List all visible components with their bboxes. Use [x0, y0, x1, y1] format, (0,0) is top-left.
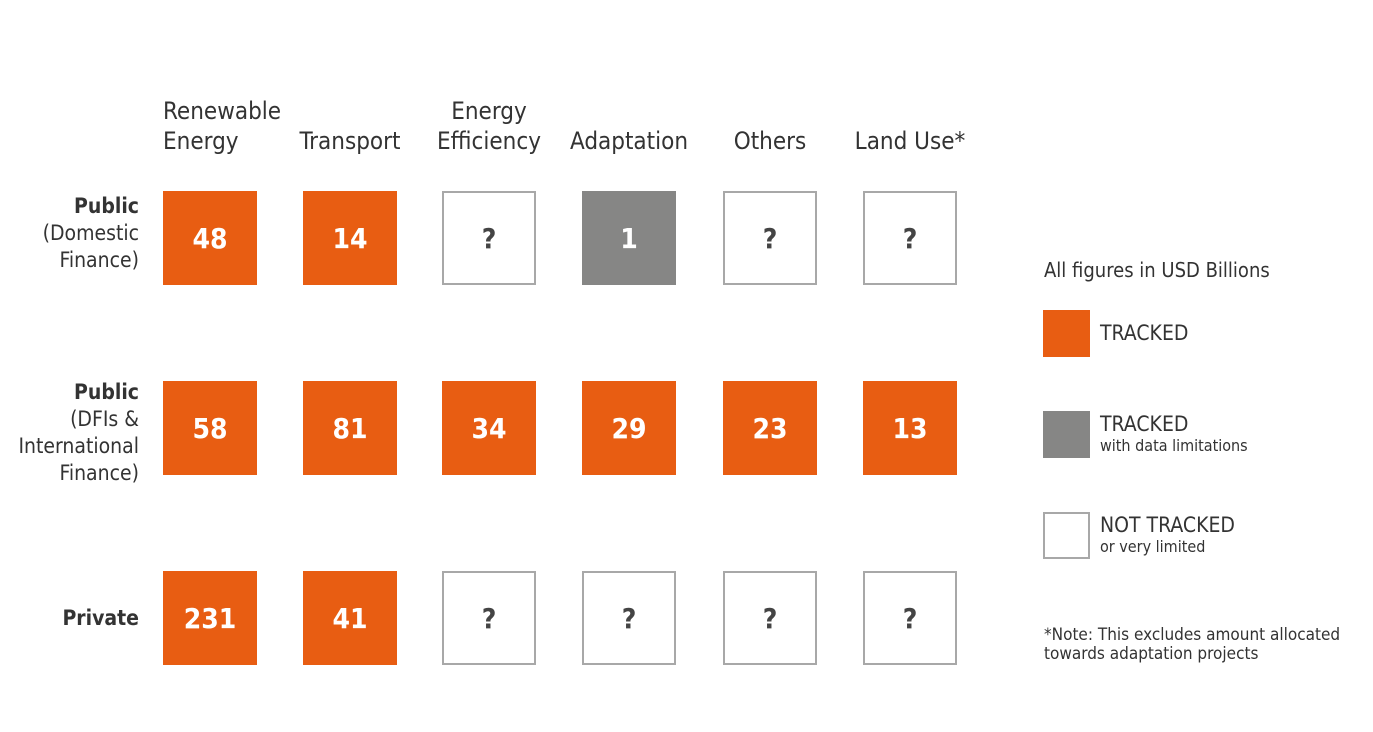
cell-not_tracked: ?	[582, 571, 676, 665]
legend-label-main: TRACKED	[1100, 321, 1189, 345]
row-label-subtitle: Finance)	[59, 461, 139, 485]
legend-label: TRACKED with data limitations	[1100, 412, 1248, 456]
cell-limited: 1	[582, 191, 676, 285]
row-label-title: Public	[74, 380, 139, 404]
column-header-line: Others	[733, 127, 807, 155]
legend-swatch-not_tracked	[1043, 512, 1090, 559]
row-label-subtitle: (Domestic	[42, 221, 139, 245]
legend-label-main: TRACKED	[1100, 412, 1189, 436]
column-header: Transport	[280, 92, 420, 156]
cell-not_tracked: ?	[442, 191, 536, 285]
legend-swatch-tracked	[1043, 310, 1090, 357]
cell-tracked: 231	[163, 571, 257, 665]
cell-not_tracked: ?	[863, 191, 957, 285]
column-header: Others	[700, 92, 840, 156]
cell-tracked: 14	[303, 191, 397, 285]
row-label-subtitle: International	[18, 434, 139, 458]
cell-tracked: 13	[863, 381, 957, 475]
cell-not_tracked: ?	[723, 571, 817, 665]
column-header-line: Energy	[451, 97, 527, 125]
legend-label: NOT TRACKED or very limited	[1100, 513, 1235, 557]
column-header: Adaptation	[559, 92, 699, 156]
column-header-line: Transport	[299, 127, 401, 155]
cell-not_tracked: ?	[863, 571, 957, 665]
cell-tracked: 23	[723, 381, 817, 475]
cell-tracked: 41	[303, 571, 397, 665]
legend-label-sub: with data limitations	[1100, 436, 1248, 455]
footnote: *Note: This excludes amount allocated to…	[1044, 625, 1341, 664]
legend-swatch-limited	[1043, 411, 1090, 458]
column-header-line: Energy	[163, 127, 239, 155]
cell-not_tracked: ?	[442, 571, 536, 665]
cell-tracked: 29	[582, 381, 676, 475]
cell-tracked: 34	[442, 381, 536, 475]
column-header: Renewable Energy	[163, 92, 303, 156]
legend-label-main: NOT TRACKED	[1100, 513, 1235, 537]
cell-tracked: 48	[163, 191, 257, 285]
row-label: Private	[0, 605, 139, 632]
row-label-subtitle: Finance)	[59, 248, 139, 272]
row-label-title: Public	[74, 194, 139, 218]
row-label: Public (DFIs & International Finance)	[0, 379, 139, 487]
column-header: Land Use*	[840, 92, 980, 156]
row-label: Public (Domestic Finance)	[0, 193, 139, 274]
unit-note: All figures in USD Billions	[1044, 258, 1270, 282]
legend-label: TRACKED	[1100, 321, 1188, 345]
row-label-title: Private	[62, 606, 139, 630]
column-header-line: Renewable	[163, 97, 282, 125]
row-label-subtitle: (DFIs &	[70, 407, 139, 431]
legend-label-sub: or very limited	[1100, 537, 1206, 556]
cell-tracked: 58	[163, 381, 257, 475]
cell-not_tracked: ?	[723, 191, 817, 285]
cell-tracked: 81	[303, 381, 397, 475]
column-header-line: Efficiency	[436, 127, 541, 155]
column-header: Energy Efficiency	[419, 92, 559, 156]
column-header-line: Land Use*	[854, 127, 966, 155]
column-header-line: Adaptation	[569, 127, 689, 155]
